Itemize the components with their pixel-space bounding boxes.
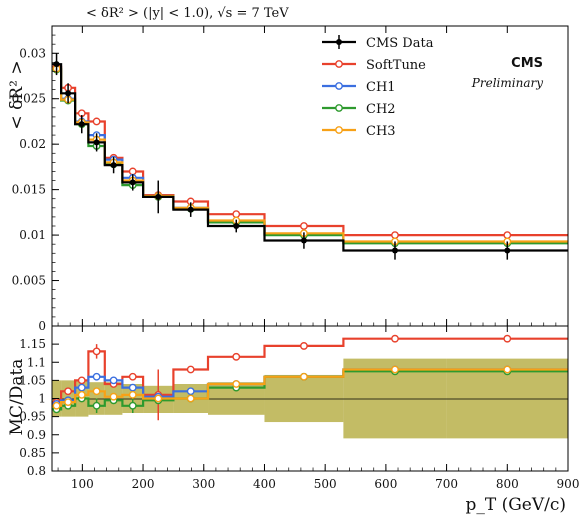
- ratio-point-softtune: [77, 376, 86, 385]
- x-tick-label: 100: [71, 477, 94, 491]
- x-tick-label: 600: [374, 477, 397, 491]
- data-point-cms-data: [65, 90, 72, 97]
- x-axis-title: p_T (GeV/c): [465, 495, 566, 515]
- ratio-point-ch2: [92, 401, 101, 410]
- main-y-tick-label: 0.015: [12, 183, 46, 197]
- data-point-cms-data: [78, 121, 85, 128]
- series-line-cms-data: [52, 63, 568, 252]
- data-point-cms-data: [129, 179, 136, 186]
- ratio-line-softtune: [52, 337, 568, 404]
- ratio-point-ch1: [109, 376, 118, 385]
- ratio-y-axis-title: MC/Data: [7, 359, 27, 436]
- ratio-y-tick-label: 0.85: [19, 446, 46, 460]
- data-point-cms-data: [233, 223, 240, 229]
- ratio-point-ch1: [186, 387, 195, 396]
- data-point-cms-data: [110, 162, 117, 169]
- x-tick-label: 400: [253, 477, 276, 491]
- ratio-point-ch2: [128, 401, 137, 410]
- legend-label-cms-data: CMS Data: [366, 36, 434, 51]
- x-tick-label: 700: [435, 477, 458, 491]
- ratio-point-softtune: [92, 347, 101, 356]
- ratio-point-softtune: [232, 352, 241, 361]
- ratio-point-ch3: [503, 365, 512, 374]
- legend-marker-ch2: [335, 104, 343, 112]
- ratio-point-ch3: [154, 394, 163, 403]
- legend-label-softtune: SoftTune: [366, 58, 426, 73]
- data-point-softtune: [92, 117, 101, 126]
- ratio-point-softtune: [503, 334, 512, 343]
- x-tick-label: 900: [557, 477, 580, 491]
- main-y-tick-label: 0.01: [19, 228, 46, 242]
- main-y-tick-label: 0.02: [19, 137, 46, 151]
- ratio-y-tick-label: 1.15: [19, 337, 46, 351]
- ratio-panel: 0.8 0.85 0.9 0.95 1 1.05 1.1 1.15 100 200 300 400 50…: [19, 325, 580, 491]
- legend-label-ch3: CH3: [366, 124, 396, 139]
- data-point-cms-data: [504, 247, 511, 254]
- series-line-ch2: [52, 68, 568, 245]
- main-y-tick-label: 0.005: [12, 274, 46, 288]
- ratio-point-softtune: [391, 334, 399, 343]
- ratio-point-ch3: [52, 401, 61, 410]
- x-tick-label: 300: [192, 477, 215, 491]
- x-tick-label: 800: [496, 477, 519, 491]
- experiment-label: CMS: [511, 56, 543, 71]
- ratio-point-softtune: [186, 365, 195, 374]
- ratio-point-ch3: [232, 380, 241, 388]
- data-point-softtune: [391, 231, 399, 239]
- ratio-point-ch3: [77, 390, 86, 399]
- data-point-softtune: [300, 222, 308, 230]
- main-y-tick-label: 0: [38, 319, 46, 333]
- ratio-point-ch1: [92, 372, 101, 381]
- legend-marker-ch1: [335, 82, 343, 90]
- ratio-y-tick-label: 0.8: [27, 464, 46, 478]
- ratio-y-tick-label: 1.1: [27, 355, 46, 369]
- status-label: Preliminary: [471, 76, 543, 90]
- main-y-tick-label: 0.025: [12, 92, 46, 106]
- data-point-cms-data: [187, 206, 194, 213]
- ratio-point-ch1: [77, 383, 86, 392]
- data-point-cms-data: [391, 247, 398, 254]
- ratio-point-softtune: [128, 372, 137, 381]
- ratio-point-ch3: [128, 390, 137, 399]
- chart-header: < δR² > (|y| < 1.0), √s = 7 TeV: [86, 6, 289, 21]
- ratio-point-softtune: [300, 342, 308, 350]
- main-y-axis-title: < δR² >: [7, 60, 27, 129]
- legend-marker-softtune: [335, 60, 343, 68]
- ratio-y-tick-label: 1.05: [19, 373, 46, 387]
- ratio-point-ch3: [186, 394, 195, 403]
- data-point-cms-data: [93, 139, 100, 146]
- ratio-point-softtune: [64, 387, 72, 396]
- legend: CMS Data SoftTune CH1 CH2 CH3: [322, 35, 434, 139]
- main-y-tick-label: 0.03: [19, 46, 46, 60]
- x-tick-label: 200: [132, 477, 155, 491]
- ratio-point-ch3: [109, 392, 118, 401]
- ratio-point-ch3: [300, 372, 308, 381]
- ratio-point-ch3: [92, 387, 101, 396]
- data-point-cms-data: [300, 237, 307, 244]
- legend-marker-ch3: [335, 126, 343, 134]
- legend-marker-cms-data: [336, 39, 342, 45]
- data-point-softtune: [232, 210, 241, 219]
- main-panel: 0 0.005 0.01 0.015 0.02 0.025 0.03: [12, 25, 569, 333]
- ratio-point-ch3: [64, 398, 72, 407]
- data-point-cms-data: [155, 193, 162, 200]
- legend-label-ch1: CH1: [366, 80, 396, 95]
- series-line-softtune: [52, 65, 568, 237]
- data-point-softtune: [128, 167, 137, 176]
- series-line-ch1: [52, 67, 568, 244]
- ratio-y-tick-label: 0.95: [19, 410, 46, 424]
- ratio-y-tick-label: 0.9: [27, 428, 46, 442]
- uncertainty-band: [264, 374, 344, 423]
- x-tick-label: 500: [314, 477, 337, 491]
- data-point-softtune: [503, 231, 512, 239]
- ratio-y-tick-label: 1: [38, 392, 46, 406]
- legend-label-ch2: CH2: [366, 102, 396, 117]
- ratio-point-ch1: [128, 383, 137, 392]
- series-line-ch3: [52, 67, 568, 243]
- ratio-point-ch3: [391, 365, 399, 374]
